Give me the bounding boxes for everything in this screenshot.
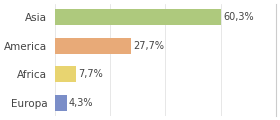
- Text: 7,7%: 7,7%: [78, 69, 103, 79]
- Text: 27,7%: 27,7%: [134, 41, 165, 51]
- Text: 4,3%: 4,3%: [69, 98, 94, 108]
- Bar: [55, 9, 221, 25]
- Bar: [55, 38, 131, 54]
- Bar: [55, 95, 67, 111]
- Bar: [55, 66, 76, 82]
- Text: 60,3%: 60,3%: [224, 12, 254, 22]
